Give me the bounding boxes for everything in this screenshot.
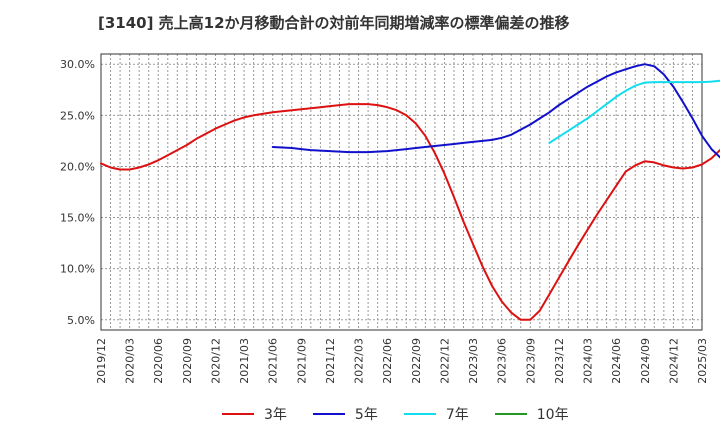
chart-title: [3140] 売上高12か月移動合計の対前年同期増減率の標準偏差の推移 [98,14,570,32]
x-tick-label: 2024/06 [610,338,623,384]
legend-label: 10年 [536,407,569,423]
x-tick-label: 2019/12 [95,338,108,384]
series-layer [100,63,720,321]
x-tick-label: 2020/12 [209,338,222,384]
x-tick-label: 2022/06 [381,338,394,384]
plot-frame [100,53,703,331]
x-tick-label: 2025/03 [696,338,709,384]
x-tick-label: 2020/09 [181,338,194,384]
x-tick-label: 2023/03 [467,338,480,384]
y-tick-label: 30.0% [60,58,95,71]
legend: 3年 5年 7年 10年 [222,404,595,424]
x-tick-label: 2021/03 [238,338,251,384]
x-tick-label: 2021/12 [324,338,337,384]
gridlines [101,54,702,330]
x-tick-label: 2023/09 [524,338,537,384]
x-tick-label: 2020/03 [124,338,137,384]
series-line-5年 [271,63,720,159]
y-tick-label: 15.0% [60,212,95,225]
x-tick-label: 2022/09 [410,338,423,384]
y-tick-label: 5.0% [67,314,95,327]
legend-item: 3年 [222,404,287,424]
y-tick-label: 20.0% [60,160,95,173]
x-tick-label: 2023/06 [496,338,509,384]
x-tick-label: 2023/12 [553,338,566,384]
x-tick-label: 2021/09 [295,338,308,384]
legend-swatch [312,413,345,415]
x-tick-label: 2022/12 [438,338,451,384]
legend-label: 3年 [264,407,287,423]
legend-item: 5年 [312,404,378,424]
series-line-3年 [100,103,720,321]
y-tick-label: 25.0% [60,109,95,122]
legend-swatch [403,413,436,415]
y-tick-label: 10.0% [60,263,95,276]
legend-swatch [494,413,527,415]
x-tick-label: 2024/03 [582,338,595,384]
x-axis: 2019/12 2020/03 2020/06 2020/09 2020/12 2021/… [95,338,709,384]
legend-item: 10年 [494,404,569,424]
y-axis: 5.0% 10.0% 15.0% 20.0% 25.0% 30.0% [60,58,95,327]
x-tick-label: 2022/03 [353,338,366,384]
x-tick-label: 2021/06 [267,338,280,384]
x-tick-label: 2024/09 [639,338,652,384]
series-line-7年 [548,79,720,144]
x-tick-label: 2024/12 [667,338,680,384]
legend-swatch [222,413,254,415]
legend-label: 7年 [445,407,469,423]
legend-item: 7年 [403,404,469,424]
x-tick-label: 2020/06 [152,338,165,384]
legend-label: 5年 [354,407,378,423]
